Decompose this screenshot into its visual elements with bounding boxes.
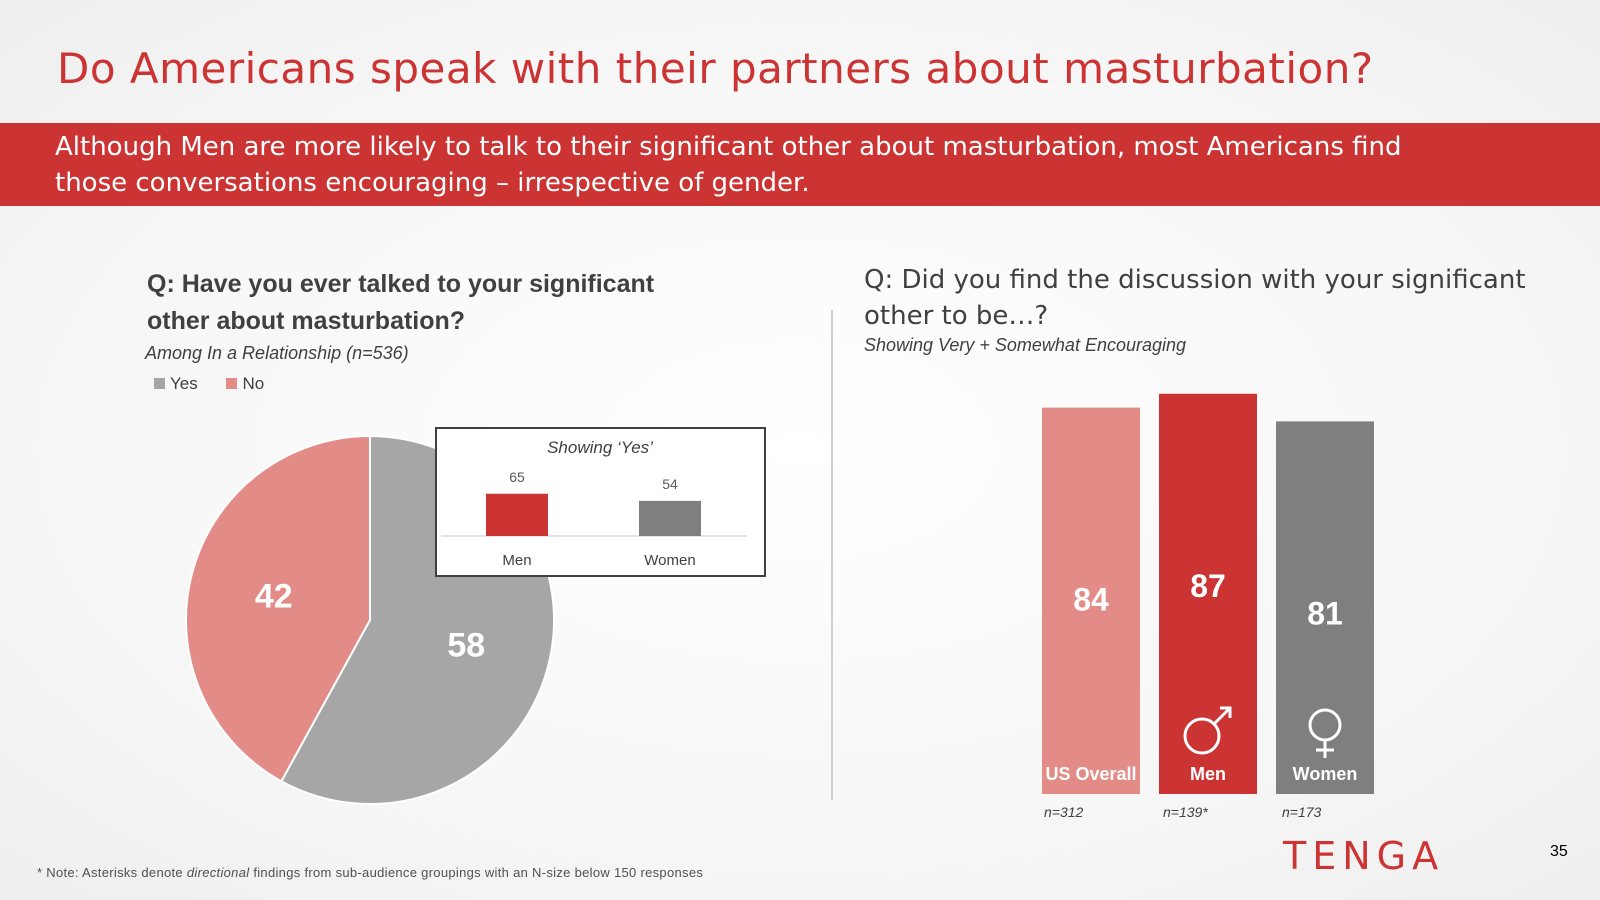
footnote-suffix: findings from sub-audience groupings wit… bbox=[249, 865, 704, 880]
left-subtitle: Among In a Relationship (n=536) bbox=[145, 343, 409, 363]
pie-legend: Yes No bbox=[154, 374, 288, 394]
right-subtitle: Showing Very + Somewhat Encouraging bbox=[864, 335, 1187, 355]
footnote-emphasis: directional bbox=[186, 865, 250, 880]
page-number: 35 bbox=[1550, 843, 1568, 860]
inset-value-men: 65 bbox=[509, 469, 525, 485]
bar-us-overall bbox=[1042, 407, 1140, 794]
bar-label-men: Men bbox=[1190, 764, 1226, 784]
pie-slice-no bbox=[185, 434, 371, 783]
inset-bar-men bbox=[486, 493, 548, 536]
page-title: Do Americans speak with their partners a… bbox=[57, 44, 1374, 93]
summary-banner: Although Men are more likely to talk to … bbox=[0, 123, 1600, 206]
inset-bar-chart: Showing ‘Yes’ 65 Men 54 Women bbox=[441, 438, 747, 569]
legend-item-yes: Yes bbox=[154, 374, 198, 394]
n-size-us-overall: n=312 bbox=[1044, 804, 1084, 820]
bar-value-men: 87 bbox=[1190, 568, 1226, 604]
female-symbol-icon bbox=[1308, 708, 1342, 758]
inset-bar-women bbox=[639, 500, 701, 536]
banner-text: Although Men are more likely to talk to … bbox=[55, 132, 1402, 198]
legend-swatch-yes bbox=[154, 378, 165, 389]
bar-label-us-overall: US Overall bbox=[1045, 764, 1136, 784]
footnote: * Note: Asterisks denote directional fin… bbox=[37, 865, 703, 880]
bar-women bbox=[1276, 421, 1374, 794]
legend-item-no: No bbox=[226, 374, 264, 394]
n-size-men: n=139* bbox=[1163, 804, 1208, 820]
inset-category-women: Women bbox=[644, 552, 695, 569]
bar-men bbox=[1159, 393, 1257, 794]
encouraging-bar-chart: 84 US Overall 87 Men 81 Women bbox=[1042, 393, 1374, 794]
pie-label-yes: 58 bbox=[447, 627, 485, 665]
legend-swatch-no bbox=[226, 378, 238, 389]
tenga-logo: TENGA bbox=[1283, 834, 1445, 878]
inset-title: Showing ‘Yes’ bbox=[547, 438, 653, 457]
bar-label-women: Women bbox=[1293, 764, 1358, 784]
inset-category-men: Men bbox=[502, 552, 531, 569]
legend-label-no: No bbox=[242, 374, 265, 393]
inset-value-women: 54 bbox=[662, 476, 678, 492]
bar-value-women: 81 bbox=[1307, 595, 1343, 631]
legend-label-yes: Yes bbox=[170, 374, 198, 393]
male-symbol-icon bbox=[1183, 706, 1232, 755]
bar-value-us-overall: 84 bbox=[1073, 582, 1109, 618]
right-question: Q: Did you find the discussion with your… bbox=[864, 265, 1526, 331]
pie-label-no: 42 bbox=[255, 577, 293, 615]
yes-by-gender-inset: Showing ‘Yes’ 65 Men 54 Women bbox=[435, 427, 766, 577]
n-size-women: n=173 bbox=[1282, 804, 1322, 820]
left-question: Q: Have you ever talked to your signific… bbox=[147, 270, 655, 335]
divider bbox=[831, 310, 833, 800]
footnote-prefix: * Note: Asterisks denote bbox=[37, 865, 187, 880]
